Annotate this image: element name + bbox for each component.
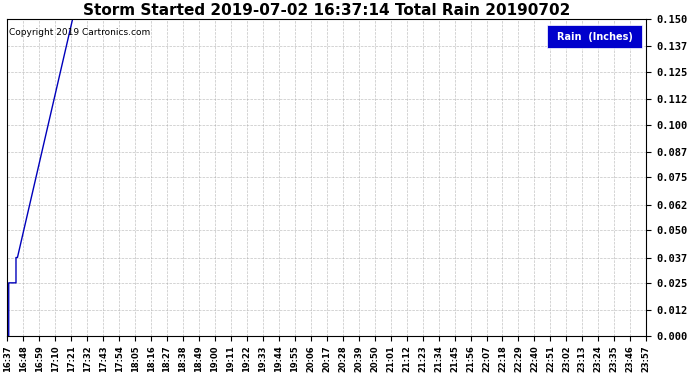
Text: Rain  (Inches): Rain (Inches)	[557, 32, 633, 42]
FancyBboxPatch shape	[547, 25, 642, 48]
Title: Storm Started 2019-07-02 16:37:14 Total Rain 20190702: Storm Started 2019-07-02 16:37:14 Total …	[83, 3, 571, 18]
Text: Copyright 2019 Cartronics.com: Copyright 2019 Cartronics.com	[9, 28, 150, 38]
